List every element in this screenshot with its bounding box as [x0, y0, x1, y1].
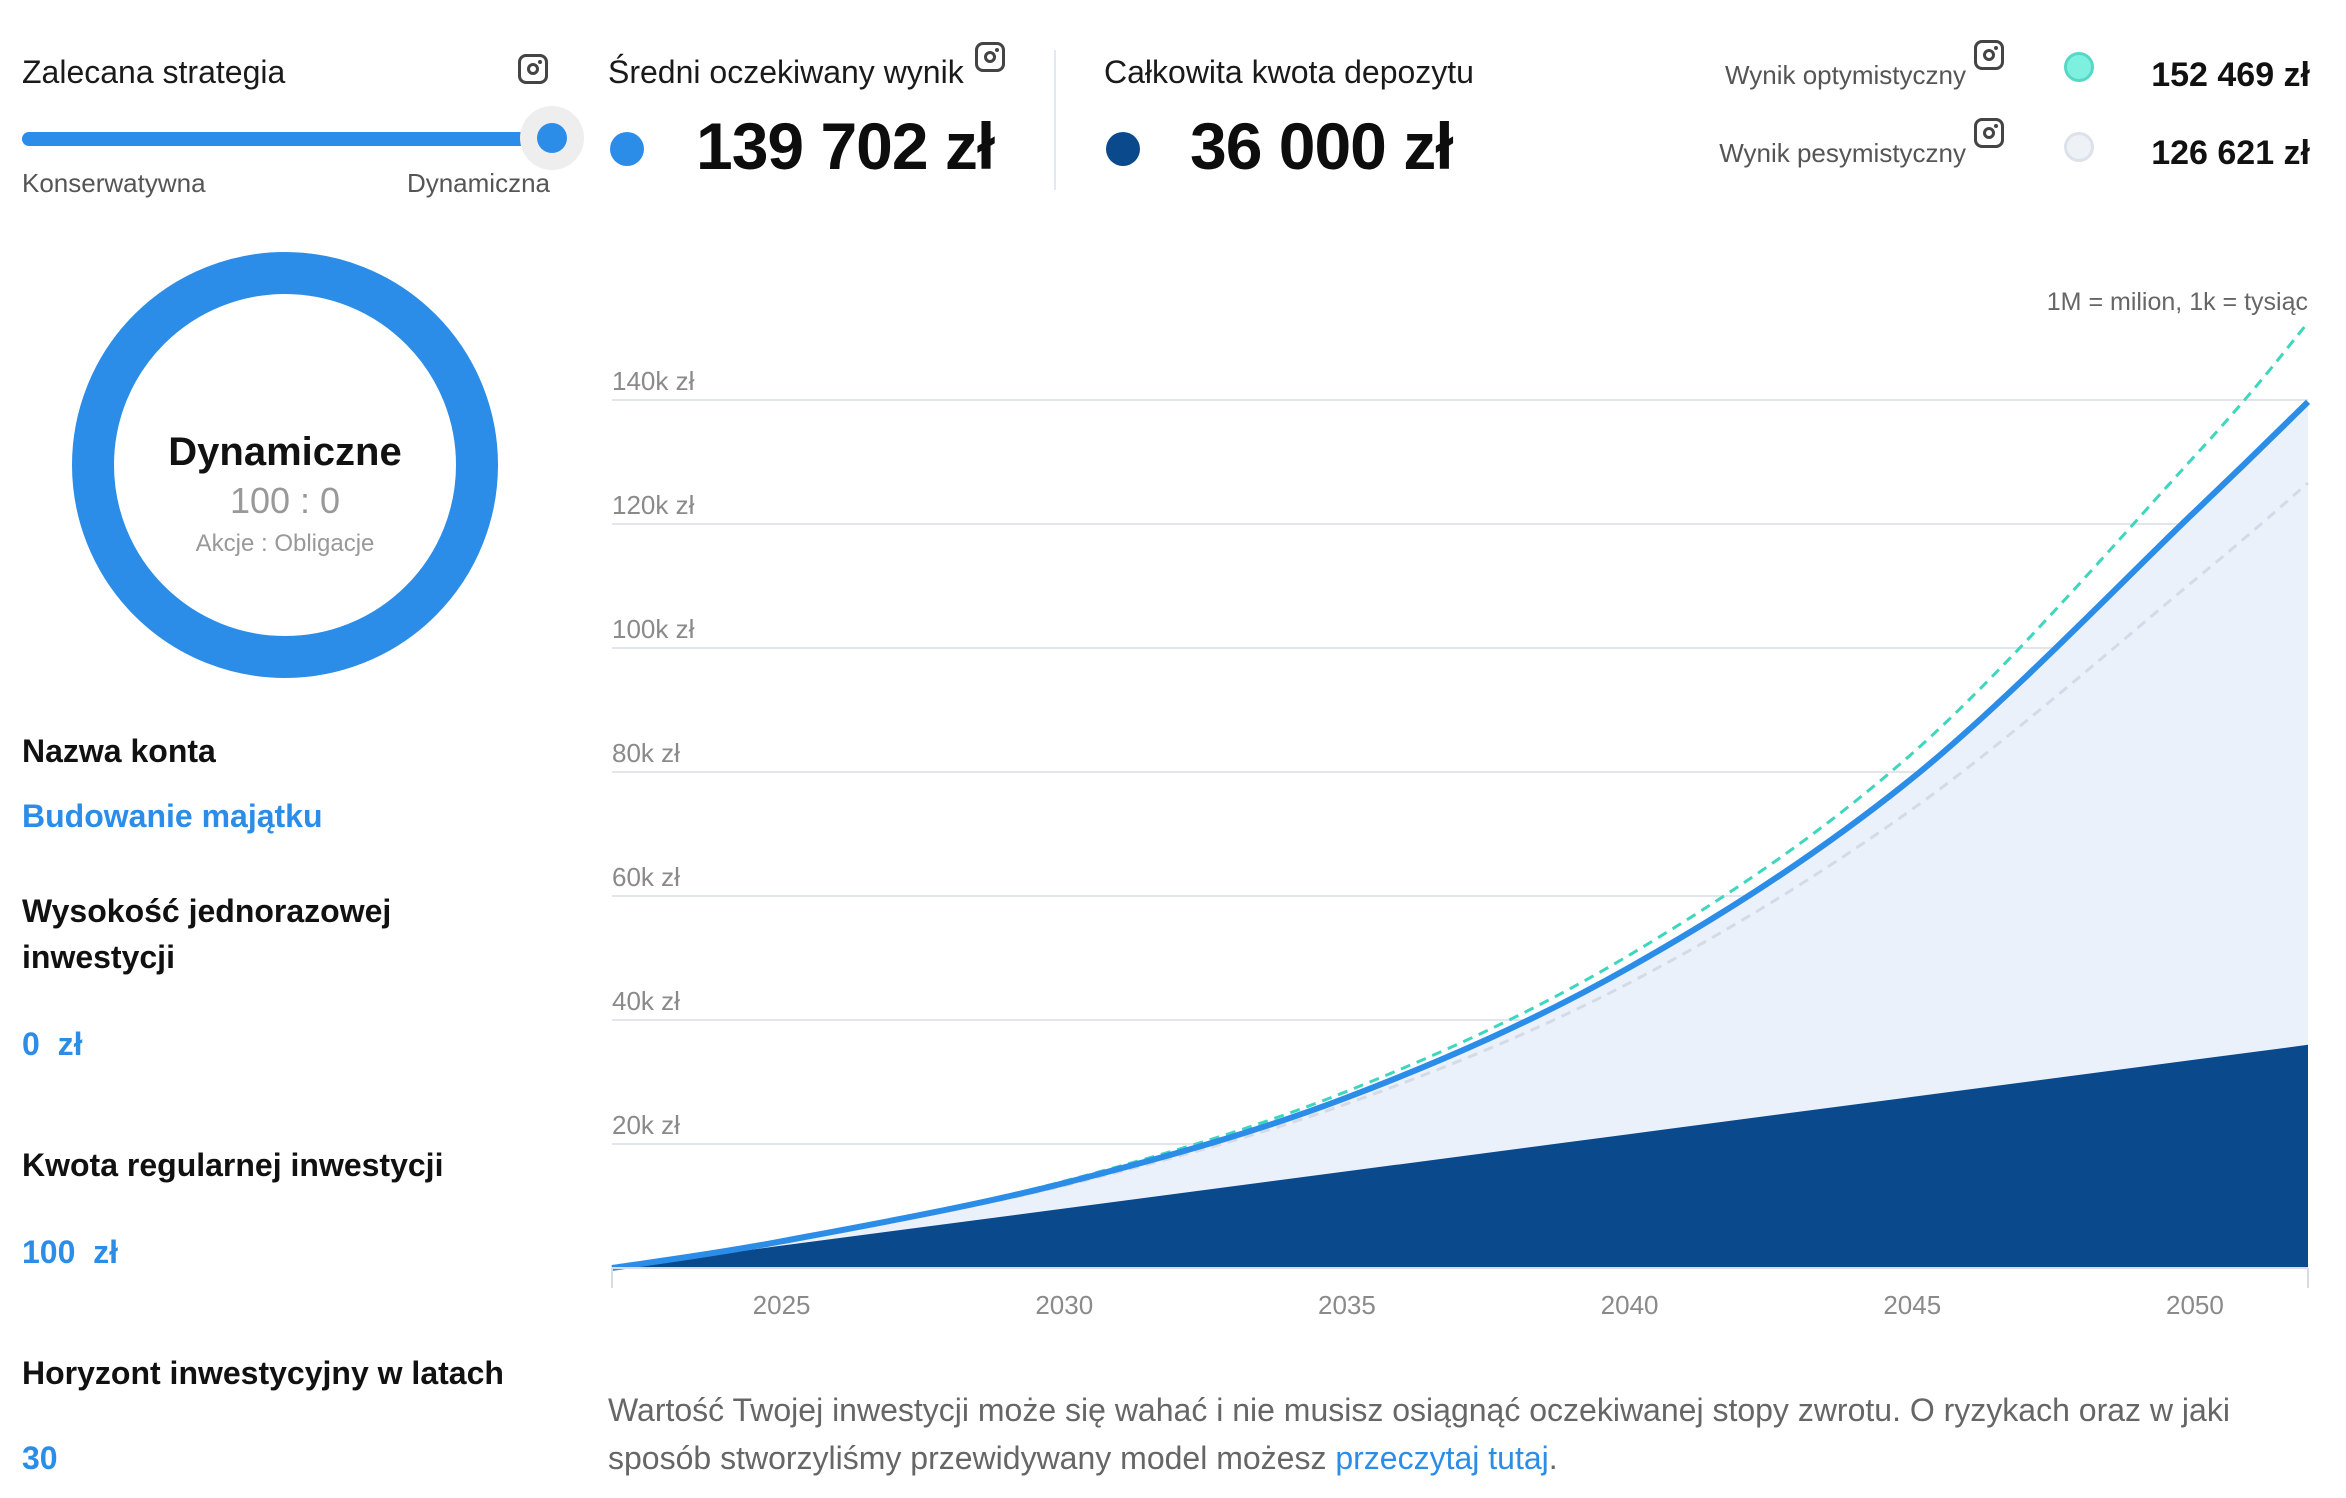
- lump-sum-value[interactable]: 0 zł: [22, 1026, 83, 1062]
- y-tick-label: 120k zł: [612, 490, 695, 520]
- pessimistic-label: Wynik pesymistyczny: [1719, 138, 1966, 168]
- deposit-label: Całkowita kwota depozytu: [1104, 54, 1474, 90]
- average-area: [612, 401, 2308, 1268]
- y-tick-label: 60k zł: [612, 862, 680, 892]
- y-tick-label: 80k zł: [612, 738, 680, 768]
- x-tick-label: 2030: [1035, 1290, 1093, 1320]
- deposit-area: [612, 1044, 2308, 1268]
- x-tick-label: 2025: [753, 1290, 811, 1320]
- regular-value[interactable]: 100 zł: [22, 1234, 119, 1270]
- average-line: [611, 399, 2311, 1271]
- deposit-value: 36 000 zł: [1190, 109, 1454, 183]
- y-tick-label: 20k zł: [612, 1110, 680, 1140]
- average-label: Średni oczekiwany wynik: [608, 54, 964, 90]
- account-name-value[interactable]: Budowanie majątku: [22, 798, 323, 834]
- allocation-title: Dynamiczne: [168, 430, 402, 474]
- x-tick-label: 2035: [1318, 1290, 1376, 1320]
- x-tick-label: 2050: [2166, 1290, 2224, 1320]
- account-name-label: Nazwa konta: [22, 733, 216, 769]
- average-value: 139 702 zł: [696, 109, 995, 183]
- growth-chart: 20k zł 40k zł 60k zł 80k zł 100k zł 120k zł 14…: [611, 321, 2311, 1320]
- x-tick-label: 2045: [1883, 1290, 1941, 1320]
- y-tick-label: 100k zł: [612, 614, 695, 644]
- strategy-label: Zalecana strategia: [22, 54, 286, 90]
- info-icon[interactable]: [518, 54, 548, 84]
- strategy-slider-track[interactable]: [22, 132, 552, 146]
- lump-sum-label: Wysokość jednorazowej inwestycji: [22, 893, 392, 975]
- deposit-legend-dot: [1106, 132, 1140, 166]
- slider-min-label: Konserwatywna: [22, 168, 206, 198]
- optimistic-line: [611, 321, 2310, 1270]
- disclaimer-end: .: [1548, 1440, 1558, 1476]
- divider: [1054, 50, 1056, 190]
- x-tick-label: 2040: [1601, 1290, 1659, 1320]
- donut-ring: [72, 252, 498, 678]
- pessimistic-value: 126 621 zł: [2151, 134, 2310, 172]
- horizon-value[interactable]: 30: [22, 1440, 58, 1476]
- y-tick-label: 40k zł: [612, 986, 680, 1016]
- info-icon[interactable]: [1974, 118, 2004, 148]
- slider-max-label: Dynamiczna: [406, 168, 550, 198]
- optimistic-legend-dot: [2064, 52, 2094, 82]
- strategy-slider-handle[interactable]: [537, 123, 567, 153]
- optimistic-label: Wynik optymistyczny: [1724, 60, 1966, 90]
- disclaimer: Wartość Twojej inwestycji może się wahać…: [608, 1386, 2308, 1482]
- chart-units-note: 1M = milion, 1k = tysiąc: [2046, 288, 2308, 316]
- regular-label: Kwota regularnej inwestycji: [22, 1147, 444, 1183]
- average-legend-dot: [610, 132, 644, 166]
- info-icon[interactable]: [1974, 40, 2004, 70]
- horizon-label: Horyzont inwestycyjny w latach: [22, 1355, 504, 1391]
- optimistic-value: 152 469 zł: [2151, 56, 2310, 94]
- allocation-donut: [72, 252, 498, 678]
- disclaimer-text: Wartość Twojej inwestycji może się wahać…: [608, 1392, 2230, 1476]
- info-icon[interactable]: [975, 42, 1005, 72]
- y-tick-label: 140k zł: [612, 366, 695, 396]
- allocation-ratio: 100 : 0: [229, 480, 341, 521]
- pessimistic-legend-dot: [2064, 132, 2094, 162]
- allocation-caption: Akcje : Obligacje: [195, 530, 375, 557]
- read-here-link[interactable]: przeczytaj tutaj: [1335, 1440, 1549, 1476]
